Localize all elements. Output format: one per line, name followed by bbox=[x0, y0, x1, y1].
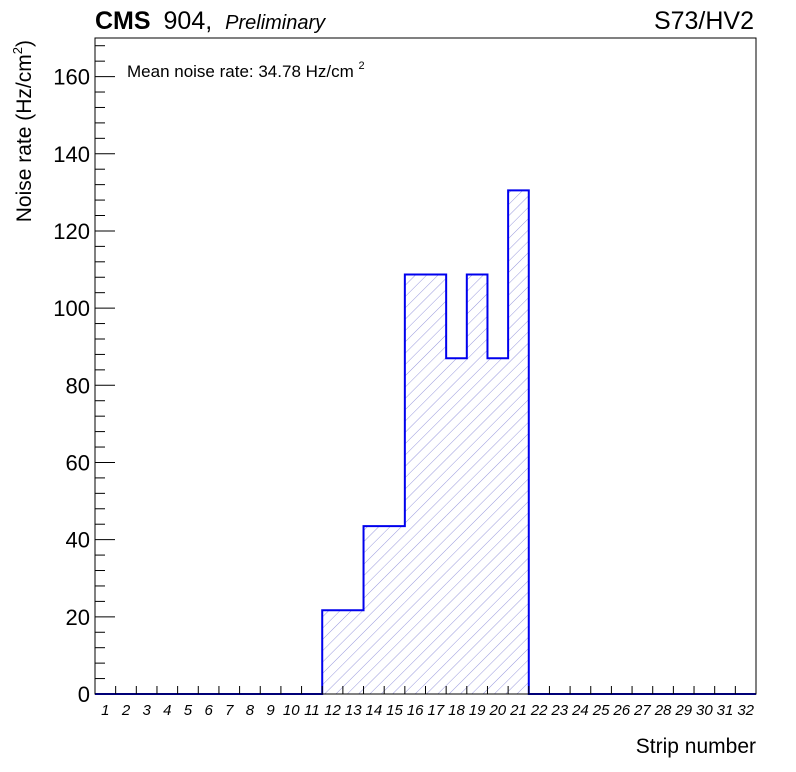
x-tick-label: 29 bbox=[674, 702, 692, 719]
bar-strip-21 bbox=[508, 190, 529, 694]
x-tick-label: 17 bbox=[427, 702, 444, 719]
x-tick-label: 18 bbox=[448, 702, 465, 719]
x-tick-label: 7 bbox=[225, 702, 234, 719]
experiment-label: CMS bbox=[95, 7, 151, 35]
bar-strip-15 bbox=[384, 526, 405, 694]
location-label: 904, bbox=[164, 7, 213, 35]
svg-text:CMS 904, Preliminary: CMS 904, Preliminary bbox=[95, 7, 326, 35]
bar-strip-19 bbox=[466, 274, 488, 694]
y-tick-label: 20 bbox=[66, 605, 90, 630]
x-tick-label: 6 bbox=[204, 702, 213, 719]
x-tick-label: 5 bbox=[184, 702, 193, 719]
bar-strip-18 bbox=[446, 358, 467, 694]
run-label: S73/HV2 bbox=[654, 7, 754, 35]
x-tick-label: 30 bbox=[696, 702, 713, 719]
plot-frame bbox=[94, 37, 757, 695]
x-tick-label: 10 bbox=[283, 702, 300, 719]
x-tick-label: 4 bbox=[163, 702, 171, 719]
x-tick-label: 23 bbox=[550, 702, 568, 719]
mean-noise-unit-superscript: 2 bbox=[359, 60, 365, 72]
y-tick-label: 120 bbox=[53, 219, 90, 244]
bar-strip-16 bbox=[404, 274, 426, 694]
y-tick-label: 140 bbox=[53, 142, 90, 167]
x-tick-label: 11 bbox=[304, 702, 320, 719]
bar-strip-13 bbox=[342, 610, 364, 694]
y-tick-label: 80 bbox=[66, 373, 90, 398]
x-tick-label: 13 bbox=[345, 702, 362, 719]
y-axis-title: Noise rate (Hz/cm2) bbox=[10, 40, 36, 222]
x-axis-title: Strip number bbox=[636, 735, 756, 758]
x-tick-label: 15 bbox=[386, 702, 403, 719]
x-tick-label: 26 bbox=[612, 702, 630, 719]
x-tick-label: 21 bbox=[509, 702, 527, 719]
histogram-fill bbox=[322, 190, 529, 694]
y-tick-label: 40 bbox=[66, 528, 90, 553]
x-tick-label: 22 bbox=[530, 702, 548, 719]
x-tick-label: 9 bbox=[266, 702, 275, 719]
bar-strip-20 bbox=[487, 358, 509, 694]
y-tick-label: 60 bbox=[66, 450, 90, 475]
mean-noise-annotation: Mean noise rate: 34.78 Hz/cm bbox=[127, 62, 354, 81]
x-tick-label: 2 bbox=[121, 702, 131, 719]
x-tick-label: 19 bbox=[469, 702, 486, 719]
y-axis: 0 20 40 60 80 100 120 140 160 bbox=[53, 45, 115, 707]
x-tick-label: 32 bbox=[737, 702, 754, 719]
x-tick-label: 24 bbox=[571, 702, 589, 719]
x-tick-label: 1 bbox=[101, 702, 109, 719]
bar-strip-14 bbox=[363, 526, 385, 694]
x-tick-label: 20 bbox=[488, 702, 506, 719]
x-tick-label: 31 bbox=[717, 702, 734, 719]
status-label: Preliminary bbox=[225, 12, 326, 34]
y-tick-label: 160 bbox=[53, 65, 90, 90]
bar-strip-12 bbox=[322, 610, 343, 694]
y-tick-label: 0 bbox=[78, 682, 90, 707]
x-tick-label: 8 bbox=[246, 702, 255, 719]
x-tick-label: 25 bbox=[592, 702, 610, 719]
x-tick-label: 27 bbox=[633, 702, 651, 719]
x-tick-label: 16 bbox=[407, 702, 424, 719]
x-axis: 1 2 3 4 5 6 7 8 9 10 11 12 13 14 15 16 17 18 19 20 21 22 23 24 2… bbox=[94, 686, 755, 719]
y-tick-label: 100 bbox=[53, 296, 90, 321]
x-tick-label: 12 bbox=[324, 702, 341, 719]
x-tick-label: 14 bbox=[366, 702, 383, 719]
x-tick-label: 3 bbox=[142, 702, 151, 719]
svg-text:Mean noise rate: 34.78 Hz/cm: Mean noise rate: 34.78 Hz/cm 2 bbox=[127, 60, 365, 81]
bar-strip-17 bbox=[425, 274, 447, 694]
x-tick-label: 28 bbox=[654, 702, 672, 719]
